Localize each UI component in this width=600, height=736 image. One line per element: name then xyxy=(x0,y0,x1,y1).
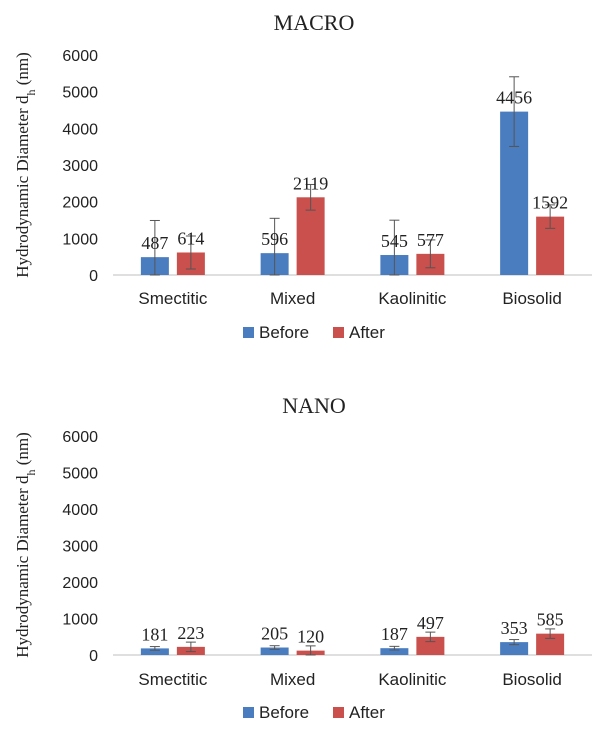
macro-x-tick-label: Biosolid xyxy=(502,289,562,308)
macro-y-tick-label: 4000 xyxy=(62,121,98,138)
macro-chart-title: MACRO xyxy=(274,10,355,35)
macro-legend-swatch-before xyxy=(243,327,254,338)
nano-legend-label-after: After xyxy=(349,703,385,722)
macro-y-tick-label: 0 xyxy=(89,268,98,285)
macro-data-label: 577 xyxy=(417,230,444,250)
macro-legend-label-after: After xyxy=(349,323,385,342)
nano-data-label: 585 xyxy=(537,610,564,630)
nano-bar-after xyxy=(536,633,565,655)
nano-y-axis-label: Hydrodynamic Diameter dh (nm) xyxy=(13,432,38,658)
nano-x-tick-label: Biosolid xyxy=(502,670,562,689)
macro-x-tick-label: Mixed xyxy=(270,289,315,308)
nano-bar-before xyxy=(500,642,529,655)
macro-y-tick-label: 1000 xyxy=(62,231,98,248)
macro-data-label: 614 xyxy=(177,228,204,248)
macro-legend-label-before: Before xyxy=(259,323,309,342)
nano-data-label: 353 xyxy=(501,618,528,638)
nano-x-tick-label: Kaolinitic xyxy=(378,670,447,689)
nano-y-tick-label: 0 xyxy=(89,648,98,665)
nano-legend-swatch-after xyxy=(333,707,344,718)
nano-legend-swatch-before xyxy=(243,707,254,718)
nano-data-label: 223 xyxy=(177,623,204,643)
nano-bar-after xyxy=(416,636,445,655)
nano-legend-label-before: Before xyxy=(259,703,309,722)
nano-y-tick-label: 5000 xyxy=(62,466,98,483)
macro-data-label: 596 xyxy=(261,229,288,249)
macro-data-label: 487 xyxy=(141,233,168,253)
macro-y-axis-label: Hydrodynamic Diameter dh (nm) xyxy=(13,52,38,278)
nano-bar-before xyxy=(140,648,169,655)
macro-data-label: 2119 xyxy=(293,173,328,193)
nano-data-label: 497 xyxy=(417,613,444,633)
nano-y-tick-label: 1000 xyxy=(62,612,98,629)
macro-x-tick-label: Kaolinitic xyxy=(378,289,447,308)
macro-x-tick-label: Smectitic xyxy=(138,289,207,308)
nano-bar-before xyxy=(260,647,289,655)
nano-x-tick-label: Smectitic xyxy=(138,670,207,689)
nano-y-tick-label: 4000 xyxy=(62,502,98,519)
nano-data-label: 187 xyxy=(381,624,408,644)
macro-data-label: 1592 xyxy=(532,193,568,213)
nano-bar-before xyxy=(380,648,409,655)
macro-y-tick-label: 3000 xyxy=(62,158,98,175)
nano-data-label: 205 xyxy=(261,624,288,644)
nano-data-label: 181 xyxy=(141,624,168,644)
nano-chart-title: NANO xyxy=(282,393,346,418)
nano-y-tick-label: 6000 xyxy=(62,429,98,446)
macro-y-tick-label: 5000 xyxy=(62,85,98,102)
macro-y-tick-label: 6000 xyxy=(62,48,98,65)
nano-x-tick-label: Mixed xyxy=(270,670,315,689)
macro-data-label: 545 xyxy=(381,231,408,251)
nano-y-tick-label: 2000 xyxy=(62,575,98,592)
macro-y-tick-label: 2000 xyxy=(62,195,98,212)
nano-y-tick-label: 3000 xyxy=(62,539,98,556)
macro-legend-swatch-after xyxy=(333,327,344,338)
nano-data-label: 120 xyxy=(297,627,324,647)
macro-data-label: 4456 xyxy=(496,88,532,108)
